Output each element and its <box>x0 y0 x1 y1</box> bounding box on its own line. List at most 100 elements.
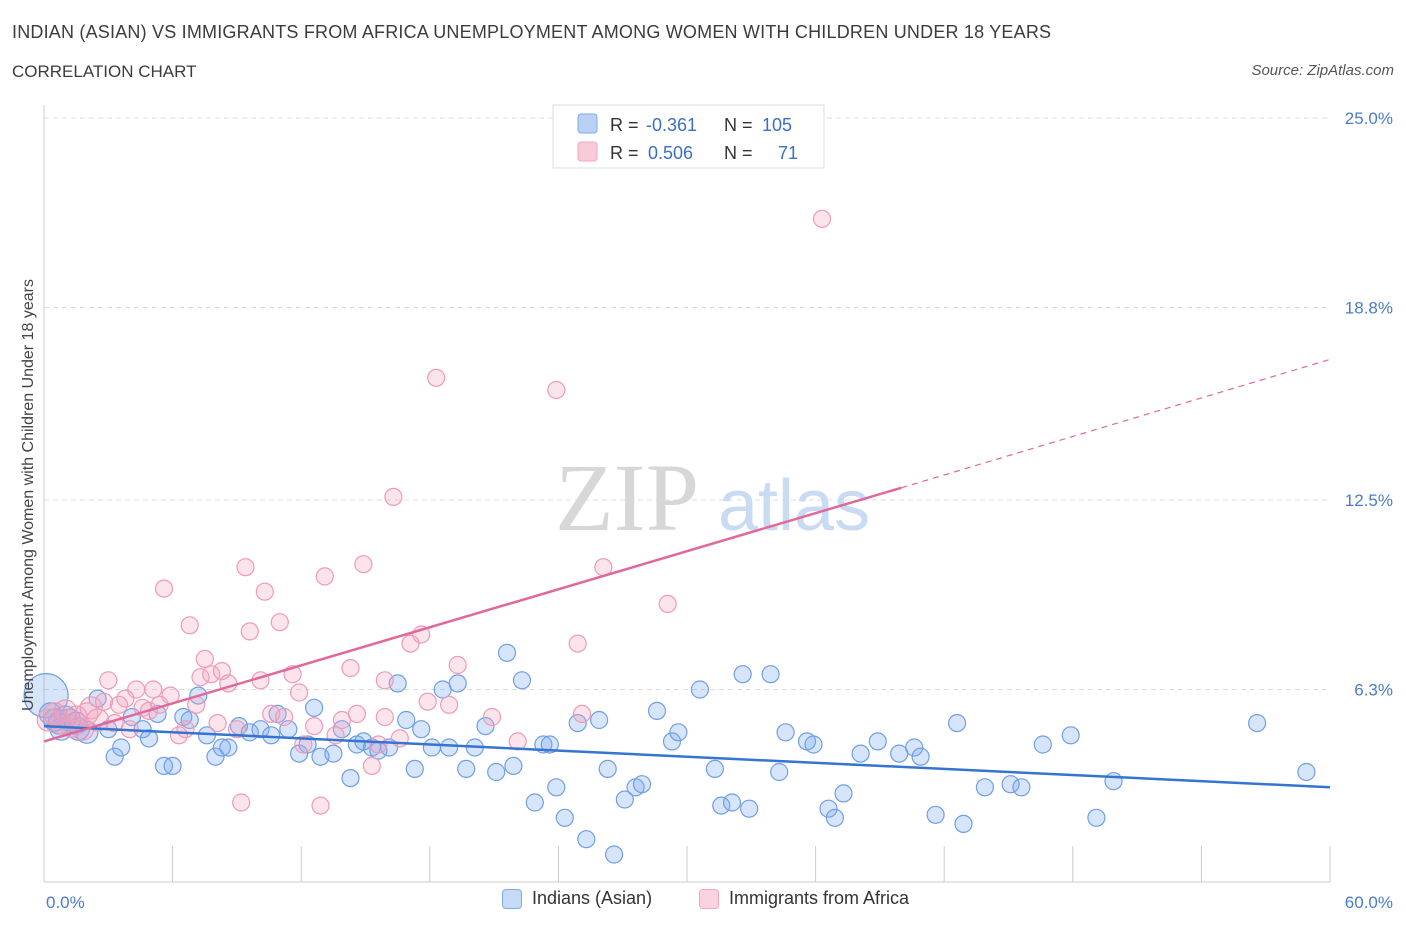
legend-swatch-africa <box>577 141 598 162</box>
africa-point <box>315 567 334 586</box>
legend-n-label-africa: N = <box>724 143 753 163</box>
africa-point <box>144 680 163 699</box>
indians-point <box>647 701 667 721</box>
indians-point <box>305 698 324 717</box>
africa-point <box>375 707 394 727</box>
indians-point <box>341 768 360 788</box>
indians-point <box>834 784 853 803</box>
x-tick-label: 60.0% <box>1345 893 1393 912</box>
africa-point <box>418 692 437 711</box>
indians-point <box>1012 778 1031 797</box>
indians-point <box>251 720 270 739</box>
indians-point <box>23 672 69 719</box>
legend-item-africa: Immigrants from Africa <box>699 888 909 909</box>
indians-point <box>487 762 506 782</box>
trend-lines <box>43 358 1331 789</box>
indians-point <box>568 713 587 733</box>
indians-point <box>947 713 967 733</box>
africa-point <box>79 696 103 720</box>
watermark: ZIP atlas <box>555 444 870 551</box>
indians-point <box>1247 713 1267 733</box>
africa-point <box>94 692 114 711</box>
indians-point <box>770 762 789 782</box>
indians-point <box>525 793 544 812</box>
africa-point <box>232 793 251 812</box>
y-axis-label: Unemployment Among Women with Children U… <box>20 279 37 711</box>
africa-point <box>384 487 403 506</box>
indians-point <box>598 759 617 779</box>
indians-point <box>206 747 225 766</box>
indians-point <box>705 759 725 779</box>
legend-r-value-indians: -0.361 <box>646 115 697 135</box>
africa-point <box>812 209 832 228</box>
indians-point <box>440 738 459 757</box>
indians-point <box>911 747 930 766</box>
indians-point <box>405 759 424 779</box>
indians-point <box>547 778 566 797</box>
africa-point <box>547 380 566 400</box>
indians-point <box>1104 772 1123 791</box>
indians-point <box>954 814 973 834</box>
africa-point <box>85 708 110 732</box>
africa-point <box>448 655 467 675</box>
africa-point <box>294 735 313 754</box>
indians-point <box>476 716 495 736</box>
legend-swatch-africa-bottom <box>699 888 719 909</box>
top-legend: R = -0.361 N = 105 R = 0.506 N = 71 <box>552 104 825 169</box>
indians-point <box>761 665 780 684</box>
indians-point <box>722 793 742 812</box>
indians-point <box>819 799 838 818</box>
y-tick-label: 6.3% <box>1354 680 1393 699</box>
indians-point <box>851 744 870 763</box>
indians-point <box>1061 726 1080 745</box>
y-tick-label: 25.0% <box>1345 109 1393 128</box>
indians-trend-line <box>43 724 1331 789</box>
indians-point <box>604 845 624 864</box>
indians-point <box>497 643 517 662</box>
africa-point <box>568 634 587 653</box>
indians-point <box>825 808 845 827</box>
africa-point <box>572 704 592 724</box>
legend-item-indians: Indians (Asian) <box>502 888 652 909</box>
top-legend-box <box>552 104 825 169</box>
legend-n-label-indians: N = <box>724 115 753 135</box>
indians-point <box>555 808 574 827</box>
indians-point <box>212 738 231 757</box>
indians-point <box>1297 762 1316 782</box>
legend-swatch-indians-bottom <box>502 888 522 909</box>
indians-point <box>905 738 924 757</box>
indians-point <box>975 778 995 797</box>
africa-point <box>427 368 446 387</box>
y-tick-label: 18.8% <box>1345 298 1393 317</box>
y-tick-label: 12.5% <box>1345 491 1393 510</box>
africa-point <box>191 668 210 687</box>
africa-point <box>208 713 227 733</box>
africa-point <box>658 594 677 614</box>
indians-point <box>504 756 523 776</box>
indians-point <box>804 735 823 754</box>
africa-point <box>369 735 388 754</box>
africa-point <box>240 622 259 641</box>
africa-point <box>195 649 214 669</box>
indians-point <box>422 738 441 757</box>
legend-r-label-indians: R = <box>610 115 639 135</box>
legend-n-value-africa: 71 <box>778 143 798 163</box>
indians-point <box>412 720 431 739</box>
indians-point <box>669 723 688 742</box>
indians-point <box>868 732 887 751</box>
indians-point <box>926 805 945 824</box>
legend-r-label-africa: R = <box>610 143 639 163</box>
africa-point <box>375 671 394 690</box>
indians-point <box>180 710 199 730</box>
x-tick-label: 0.0% <box>46 893 85 912</box>
indians-point <box>457 759 476 779</box>
africa-point <box>236 558 255 577</box>
africa-point <box>180 616 199 635</box>
africa-point <box>354 555 373 574</box>
africa-point <box>341 658 360 678</box>
indians-point <box>163 756 182 776</box>
africa-point <box>75 702 99 726</box>
chart-title: INDIAN (ASIAN) VS IMMIGRANTS FROM AFRICA… <box>12 22 1052 42</box>
indians-point <box>1033 735 1052 754</box>
